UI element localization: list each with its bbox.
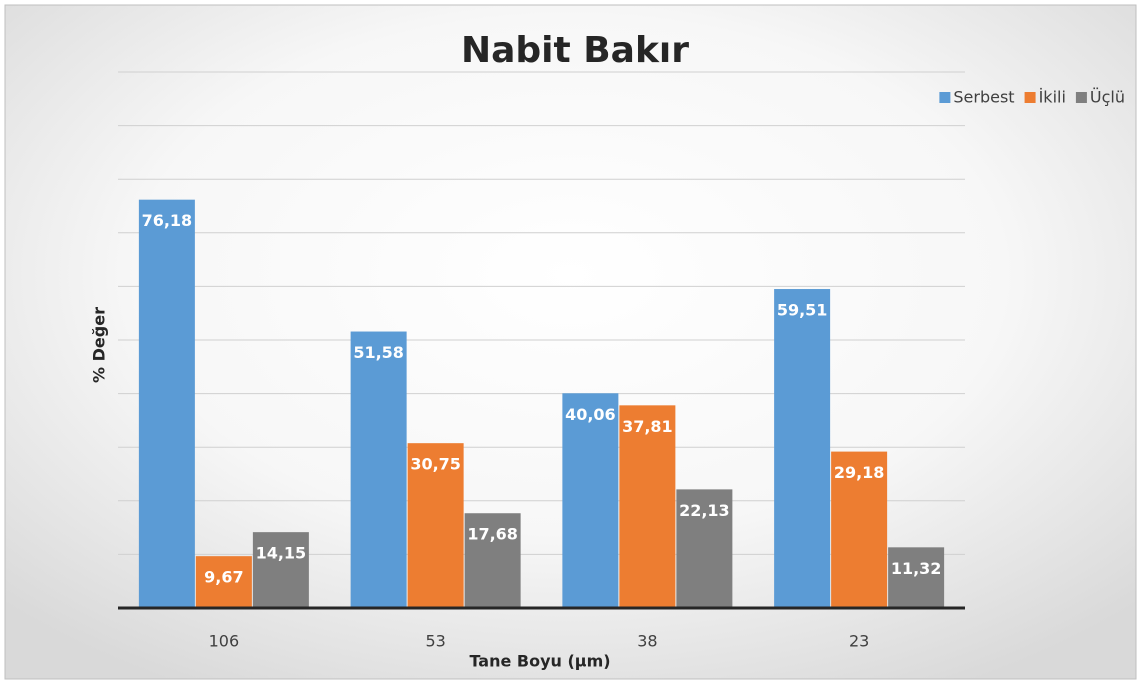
x-tick-label: 53 [425,632,445,651]
legend-swatch [1024,92,1036,103]
value-label: 30,75 [410,455,461,474]
bar [774,289,831,608]
value-label: 59,51 [777,301,828,320]
x-tick-label: 23 [849,632,869,651]
bar [676,489,733,608]
x-tick-label: 106 [209,632,240,651]
bar [562,393,619,608]
bar [831,451,888,608]
chart-title: Nabit Bakır [461,30,689,71]
bar [888,547,945,608]
y-axis-label: % Değer [90,307,109,383]
legend-label: Serbest [953,88,1014,107]
bar [252,532,309,608]
bar [195,556,252,608]
bar [138,199,195,608]
x-tick-label: 38 [637,632,657,651]
value-label: 40,06 [565,405,616,424]
value-label: 9,67 [204,568,243,587]
value-label: 14,15 [256,544,307,563]
value-label: 76,18 [142,211,193,230]
bar [619,405,676,608]
value-label: 17,68 [467,525,518,544]
legend-label: Üçlü [1090,88,1125,107]
legend-swatch [1075,92,1087,103]
legend-label: İkili [1039,88,1066,107]
value-label: 29,18 [834,463,885,482]
bar [350,331,407,608]
bar [407,443,464,608]
value-label: 22,13 [679,501,730,520]
value-label: 11,32 [891,559,942,578]
legend-swatch [939,92,951,103]
x-axis-label: Tane Boyu (µm) [469,652,610,671]
value-label: 51,58 [353,343,404,362]
value-label: 37,81 [622,417,673,436]
bar [464,513,521,608]
